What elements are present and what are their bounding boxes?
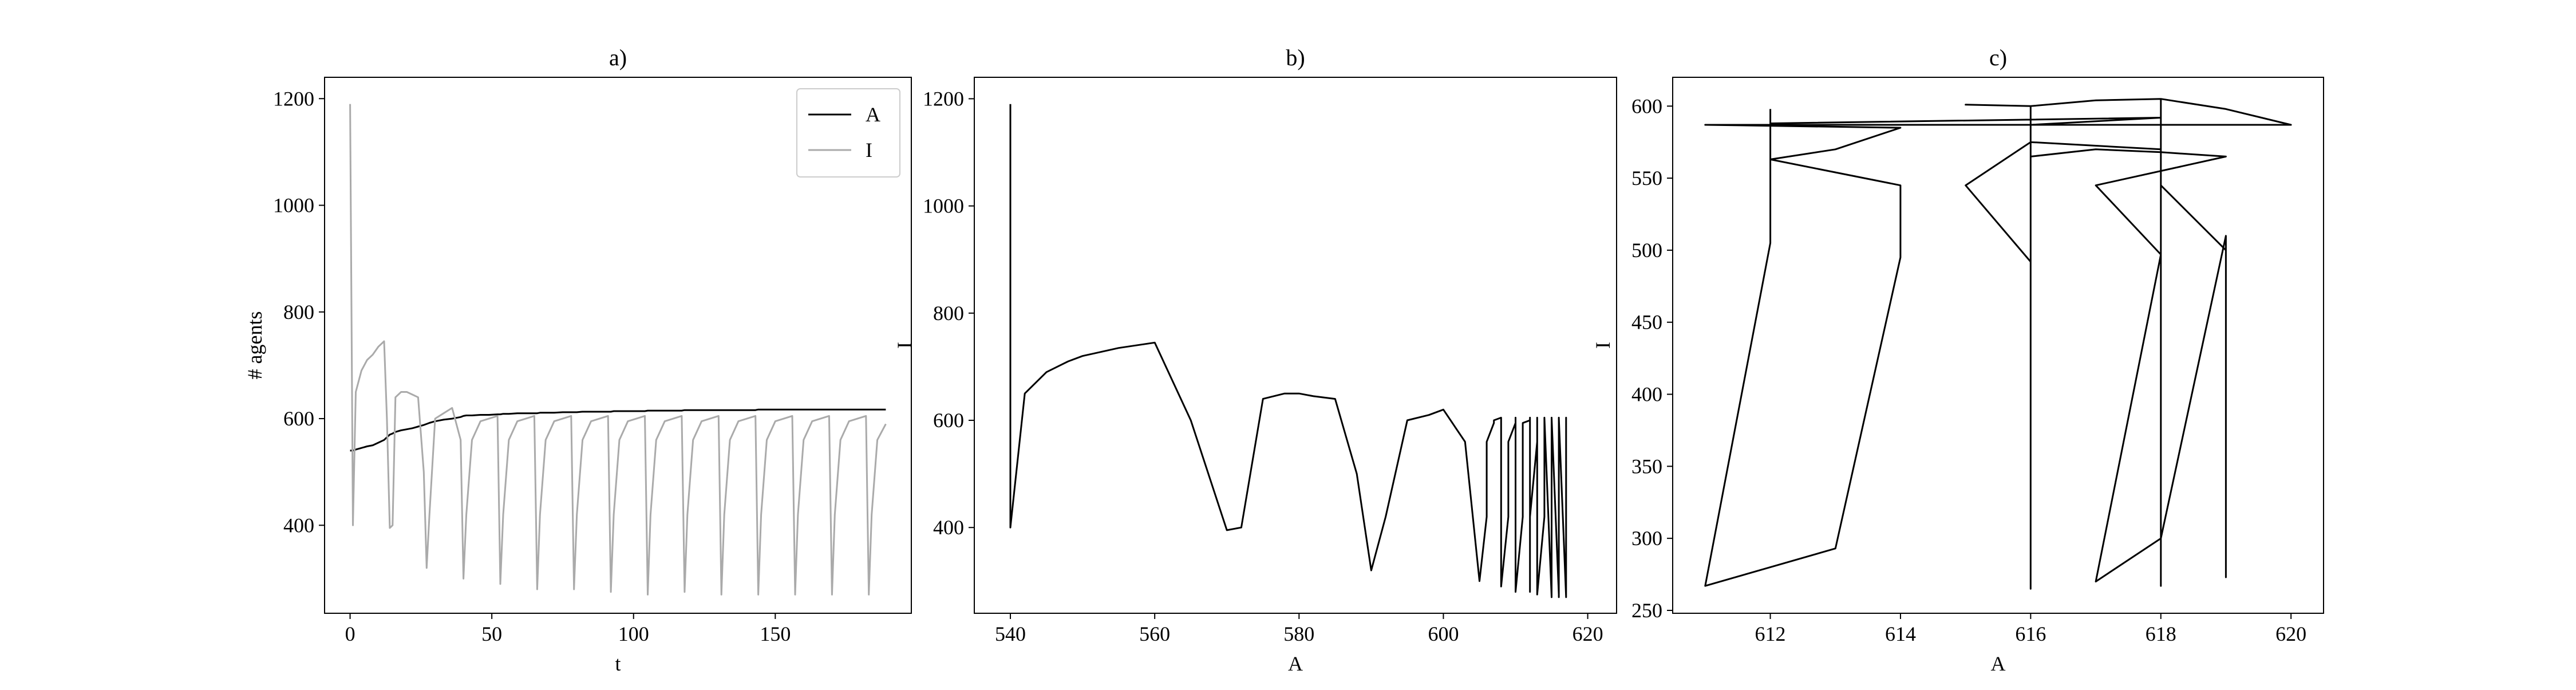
y-tick-label: 1000 xyxy=(273,194,314,217)
y-tick-label: 500 xyxy=(1631,239,1662,262)
y-tick-label: 450 xyxy=(1631,311,1662,334)
y-tick-label: 1200 xyxy=(923,87,964,110)
x-tick-label: 580 xyxy=(1283,622,1314,645)
legend-label: I xyxy=(866,139,872,161)
y-tick-label: 550 xyxy=(1631,167,1662,190)
series-line xyxy=(350,408,886,452)
x-tick-label: 540 xyxy=(995,622,1026,645)
series-line xyxy=(349,104,887,596)
x-tick-label: 150 xyxy=(760,622,791,645)
legend-label: A xyxy=(866,103,880,126)
axes-frame xyxy=(324,77,912,614)
y-axis-label: I xyxy=(893,342,916,349)
series-line xyxy=(1009,104,1567,598)
y-tick-label: 400 xyxy=(933,516,964,539)
x-tick-label: 100 xyxy=(618,622,649,645)
chart-title: c) xyxy=(1989,45,2007,70)
y-tick-label: 600 xyxy=(933,409,964,432)
y-tick-label: 400 xyxy=(283,514,314,537)
x-tick-label: 616 xyxy=(2015,622,2046,645)
x-tick-label: 600 xyxy=(1428,622,1459,645)
y-tick-label: 250 xyxy=(1631,599,1662,622)
series-line xyxy=(1704,98,2292,590)
x-axis-label: A xyxy=(1991,652,2006,675)
axes-frame xyxy=(974,77,1617,614)
y-axis-label: # agents xyxy=(243,312,266,380)
y-tick-label: 1200 xyxy=(273,87,314,110)
y-tick-label: 1000 xyxy=(923,195,964,218)
x-tick-label: 0 xyxy=(345,622,355,645)
x-tick-label: 620 xyxy=(1573,622,1603,645)
legend-box xyxy=(796,88,900,178)
x-tick-label: 560 xyxy=(1139,622,1170,645)
x-tick-label: 614 xyxy=(1885,622,1916,645)
x-tick-label: 620 xyxy=(2275,622,2306,645)
y-tick-label: 300 xyxy=(1631,527,1662,550)
y-tick-label: 350 xyxy=(1631,455,1662,478)
chart-title: a) xyxy=(609,45,627,70)
axes-frame xyxy=(1672,77,2324,614)
chart-title: b) xyxy=(1286,45,1305,70)
y-tick-label: 800 xyxy=(933,302,964,325)
y-axis-label: I xyxy=(1591,342,1614,349)
y-tick-label: 600 xyxy=(1631,94,1662,117)
x-tick-label: 50 xyxy=(481,622,502,645)
y-tick-label: 400 xyxy=(1631,383,1662,406)
x-tick-label: 612 xyxy=(1755,622,1786,645)
x-tick-label: 618 xyxy=(2146,622,2176,645)
x-axis-label: A xyxy=(1288,652,1303,675)
y-tick-label: 800 xyxy=(283,301,314,324)
x-axis-label: t xyxy=(615,652,621,675)
y-tick-label: 600 xyxy=(283,407,314,430)
